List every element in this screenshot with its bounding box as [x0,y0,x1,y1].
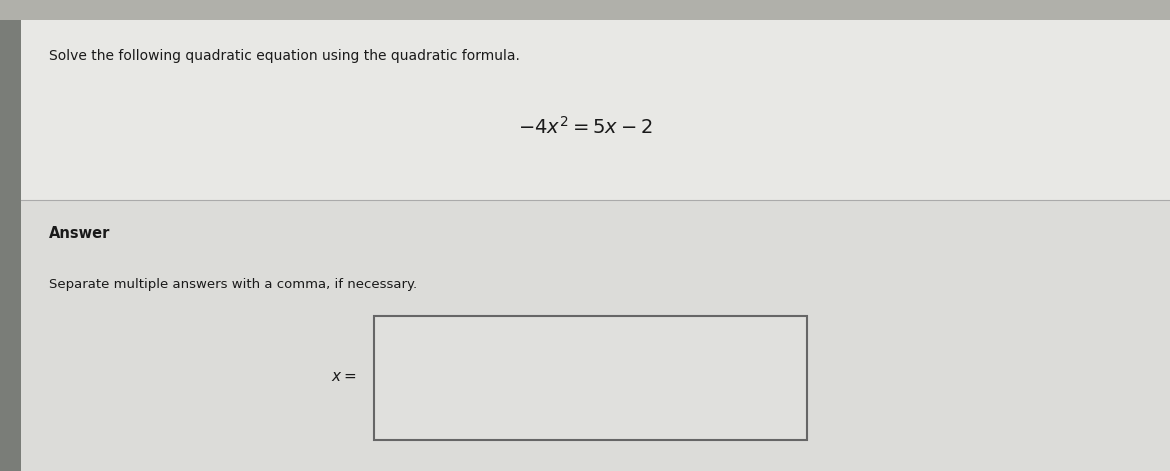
Text: Solve the following quadratic equation using the quadratic formula.: Solve the following quadratic equation u… [49,49,519,64]
Bar [0,0,1170,20]
Text: $-4x^2 = 5x - 2$: $-4x^2 = 5x - 2$ [517,116,653,138]
Text: Answer: Answer [49,226,110,241]
Bar [21,0,1170,200]
Bar [21,200,1170,471]
Bar [374,316,807,440]
Text: $x =$: $x =$ [331,370,357,384]
Text: Separate multiple answers with a comma, if necessary.: Separate multiple answers with a comma, … [49,278,418,292]
